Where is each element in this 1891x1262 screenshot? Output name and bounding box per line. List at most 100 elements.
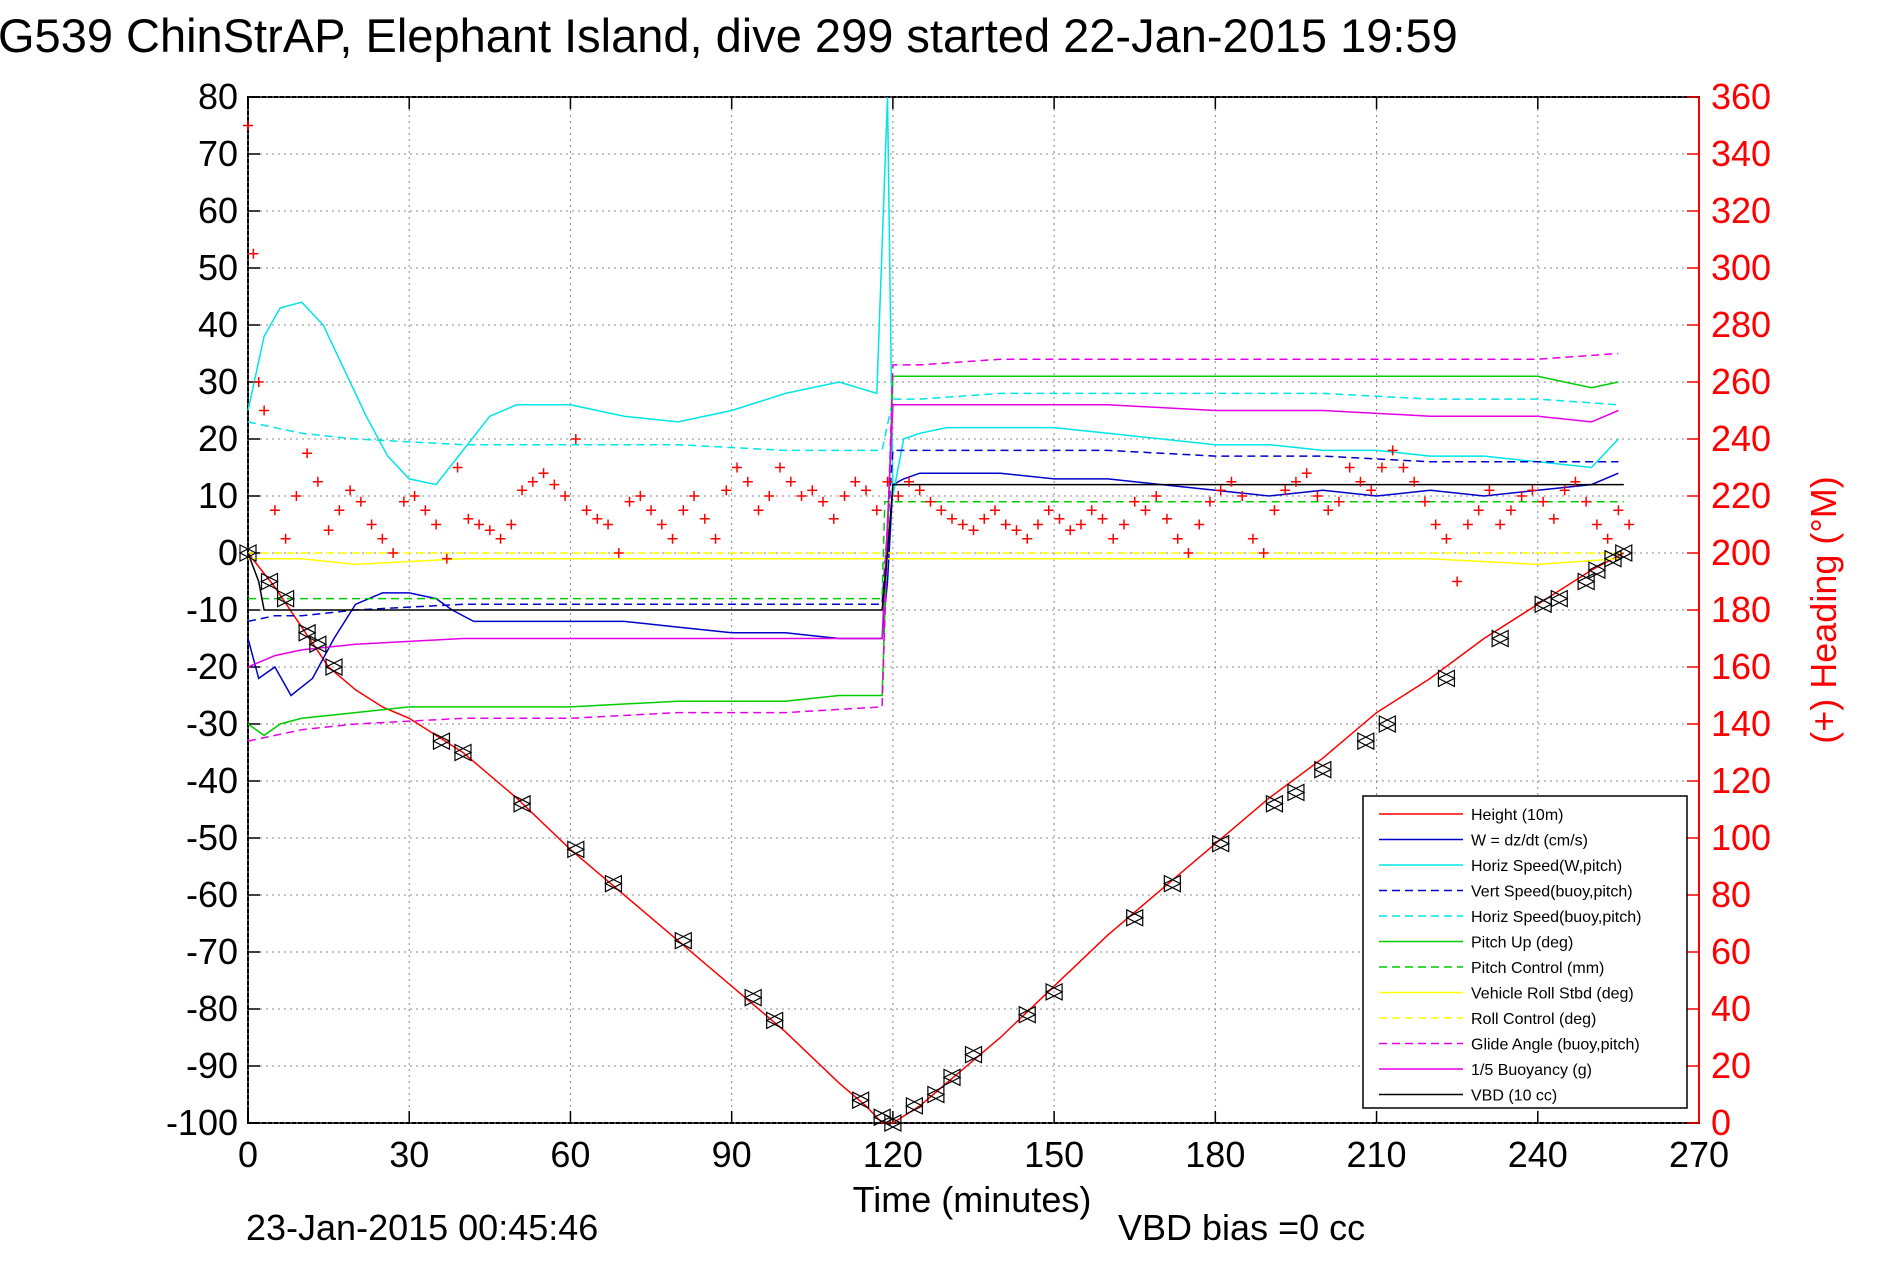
heading-point (1355, 476, 1366, 487)
heading-point (1108, 533, 1119, 544)
vbd-triangle-left (566, 840, 585, 859)
legend-label: 1/5 Buoyancy (g) (1471, 1062, 1592, 1079)
vbd-triangle-left (926, 1085, 945, 1104)
heading-point (1570, 476, 1581, 487)
heading-point (570, 434, 581, 444)
heading-point (1473, 505, 1484, 516)
vbd-triangle-left (238, 544, 257, 562)
vbd-triangle-left (260, 572, 279, 591)
heading-point (1591, 519, 1602, 530)
vbd-marker (1576, 572, 1596, 591)
vbd-triangle-left (1265, 794, 1284, 813)
heading-point (253, 377, 264, 387)
heading-point (1215, 485, 1226, 496)
vbd-marker (324, 658, 344, 676)
series-line (247, 449, 1619, 623)
vbd-marker (512, 794, 532, 813)
series-line (247, 96, 1619, 497)
heading-point (850, 476, 861, 487)
heading-point (1344, 462, 1355, 473)
y-tick-label: 20 (198, 418, 238, 459)
legend-label: Glide Angle (buoy,pitch) (1471, 1037, 1640, 1054)
vbd-marker (926, 1085, 946, 1104)
vbd-triangle-left (1614, 544, 1633, 562)
heading-point (538, 468, 549, 479)
vbd-triangle-left (1211, 834, 1230, 853)
heading-point (1097, 513, 1108, 524)
y-tick-label: 10 (198, 475, 238, 516)
y2-tick-label: 260 (1711, 361, 1771, 402)
y-tick-label: 0 (218, 532, 238, 573)
y-tick-label: 40 (198, 304, 238, 345)
heading-point (1484, 485, 1495, 496)
vbd-marker (432, 732, 451, 751)
legend-label: Vehicle Roll Stbd (deg) (1471, 986, 1634, 1003)
vbd-triangle-left (1313, 760, 1332, 779)
chart-title: G539 ChinStrAP, Elephant Island, dive 29… (0, 9, 1458, 62)
heading-point (1237, 491, 1248, 501)
heading-point (1065, 525, 1076, 536)
y-tick-label: 80 (198, 76, 238, 117)
y-tick-label: -70 (186, 931, 238, 972)
legend-box (1362, 795, 1688, 1109)
heading-point (785, 476, 796, 487)
heading-point (1258, 548, 1269, 558)
vbd-marker (238, 544, 258, 562)
legend-label: Roll Control (deg) (1471, 1011, 1596, 1028)
legend-label: VBD (10 cc) (1471, 1088, 1557, 1105)
y-tick-label: -90 (186, 1045, 238, 1086)
heading-point (484, 525, 495, 536)
vbd-marker (1437, 669, 1456, 688)
x-tick-label: 90 (712, 1134, 752, 1175)
y-tick-label: -30 (186, 703, 238, 744)
heading-point (1000, 519, 1011, 530)
series-line (247, 552, 1625, 1124)
vbd-marker (673, 931, 693, 950)
legend: Height (10m) W = dz/dt (cm/s) Horiz Speed(… (1362, 795, 1688, 1109)
y-tick-label: -20 (186, 646, 238, 687)
x-axis: 0 30 60 90 120 150 180 210 240 270 (238, 97, 1729, 1175)
heading-point (1409, 476, 1420, 487)
heading-point (624, 496, 635, 507)
y2-tick-label: 0 (1711, 1102, 1731, 1143)
vbd-marker (851, 1091, 870, 1110)
x-tick-label: 60 (550, 1134, 590, 1175)
heading-point (1430, 519, 1441, 530)
vbd-marker (964, 1045, 983, 1064)
heading-point (334, 505, 345, 516)
series-line (248, 500, 1624, 600)
vbd-triangle-left (1125, 908, 1144, 927)
vbd-marker (883, 1114, 903, 1132)
vbd-triangle-left (512, 794, 531, 813)
series-line (247, 404, 1619, 668)
heading-point (1527, 485, 1538, 496)
heading-point (1624, 519, 1635, 530)
heading-point (1032, 519, 1043, 530)
vbd-triangle-left (964, 1045, 983, 1064)
y2-tick-label: 200 (1711, 532, 1771, 573)
vbd-marker (1125, 908, 1145, 927)
vbd-triangle-left (1377, 715, 1396, 733)
legend-label: Vert Speed(buoy,pitch) (1471, 884, 1633, 901)
heading-point (871, 505, 882, 516)
heading-point (1194, 519, 1205, 530)
y2-tick-label: 340 (1711, 133, 1771, 174)
vbd-marker (1377, 715, 1397, 733)
vbd-marker (743, 988, 763, 1007)
vbd-triangle-left (1286, 783, 1305, 802)
heading-point (243, 120, 253, 131)
y2-tick-label: 240 (1711, 418, 1771, 459)
heading-point (613, 548, 624, 558)
vbd-triangle-left (324, 658, 343, 676)
heading-point (506, 519, 517, 530)
legend-label: Horiz Speed(buoy,pitch) (1471, 909, 1641, 926)
y-tick-label: 30 (198, 361, 238, 402)
heading-point (355, 496, 366, 507)
heading-point (764, 491, 775, 501)
vbd-triangle-left (297, 623, 316, 642)
vbd-marker (905, 1096, 924, 1115)
heading-point (1022, 533, 1033, 544)
vbd-triangle-left (743, 988, 762, 1007)
vbd-triangle-left (1490, 629, 1509, 648)
